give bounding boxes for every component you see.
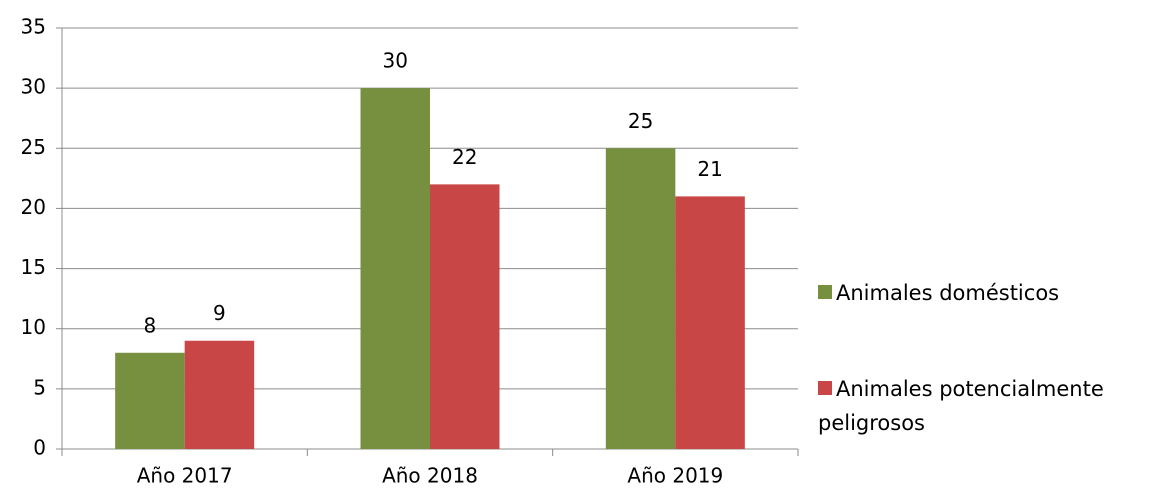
y-tick-label: 5: [33, 375, 46, 399]
data-label: 30: [383, 49, 408, 73]
bar: [184, 340, 255, 449]
data-label: 21: [697, 157, 722, 181]
y-tick-label: 10: [21, 315, 46, 339]
bar: [675, 196, 745, 449]
y-tick-label: 30: [21, 75, 46, 99]
bar: [115, 352, 185, 449]
legend-label: Animales domésticos: [836, 281, 1060, 305]
data-label: 8: [144, 313, 157, 337]
legend-swatch: [818, 381, 832, 395]
y-tick-label: 25: [21, 135, 46, 159]
bar: [430, 184, 500, 449]
x-tick-label: Año 2017: [137, 464, 233, 488]
legend-item: Animales domésticos: [818, 276, 1151, 310]
x-tick-label: Año 2018: [382, 464, 478, 488]
bar: [605, 148, 676, 450]
bar: [360, 88, 430, 450]
data-label: 25: [628, 109, 653, 133]
y-tick-label: 35: [21, 15, 46, 39]
y-tick-label: 15: [21, 255, 46, 279]
data-label: 9: [213, 301, 226, 325]
legend-item: Animales potencialmente peligrosos: [818, 372, 1151, 440]
x-tick-label: Año 2019: [627, 464, 723, 488]
legend-label: Animales potencialmente peligrosos: [818, 377, 1104, 435]
data-label: 22: [452, 145, 477, 169]
legend-swatch: [818, 285, 832, 299]
y-tick-label: 20: [21, 195, 46, 219]
y-tick-label: 0: [33, 436, 46, 460]
